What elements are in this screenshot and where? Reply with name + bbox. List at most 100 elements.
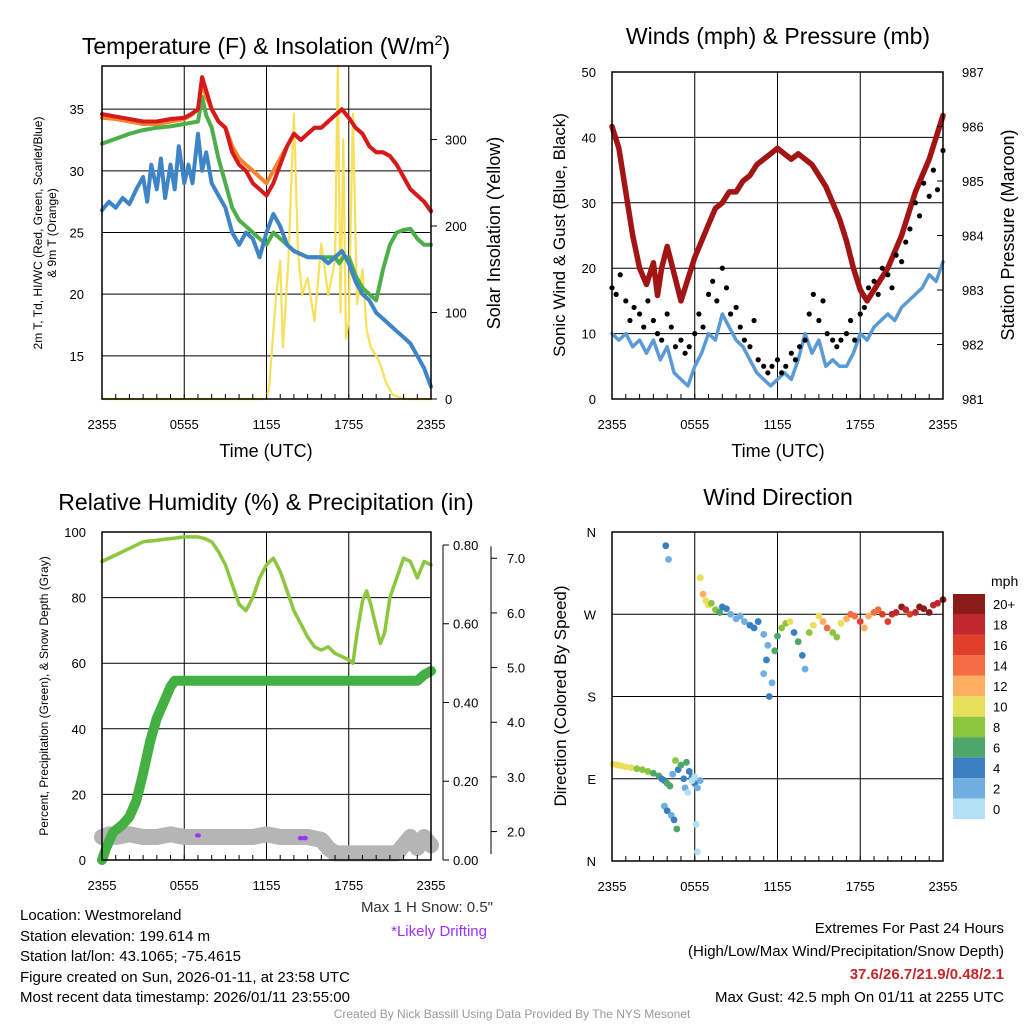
figure-created: Figure created on Sun, 2026-01-11, at 23…: [20, 968, 350, 986]
direction-point: [790, 629, 798, 636]
colorbar-swatch: [953, 737, 985, 758]
direction-point: [633, 765, 641, 773]
gust-point: [613, 291, 619, 297]
gust-point: [893, 252, 899, 258]
winds-y-tick-label: 10: [582, 327, 596, 342]
colorbar-label: 0: [993, 802, 1000, 817]
colorbar-swatch: [953, 675, 985, 697]
extremes-subtitle: (High/Low/Max Wind/Precipitation/Snow De…: [688, 943, 1004, 960]
humidity-x-tick-label: 1755: [334, 878, 363, 893]
pressure-y-tick-label: 985: [962, 174, 984, 189]
station-info: Location: Westmoreland Station elevation…: [20, 906, 350, 1009]
gust-point: [865, 285, 872, 291]
direction-point: [912, 609, 919, 616]
direction-point: [764, 641, 772, 649]
direction-point: [680, 775, 688, 783]
gust-point: [668, 324, 674, 330]
direction-point: [865, 612, 872, 620]
gust-point: [723, 285, 730, 291]
humidity-x-tick-label: 1155: [253, 878, 281, 893]
direction-point: [906, 610, 914, 618]
direction-point: [662, 542, 670, 550]
humidity-y-tick-label: 20: [72, 787, 86, 802]
direction-point: [760, 630, 768, 638]
temperature-x-label: Time (UTC): [219, 441, 312, 461]
gust-point: [678, 337, 684, 343]
temperature-y-tick-label: 20: [70, 287, 84, 302]
winds-ticks: 2355 0555 1155 1755 235501020304050981982983…: [582, 65, 984, 432]
gust-point: [912, 200, 919, 206]
direction-point: [696, 777, 704, 784]
drift-marker: [301, 835, 308, 841]
snow-y-tick-label: 3.0: [507, 770, 525, 785]
gust-point: [741, 337, 748, 343]
extremes-values: 37.6/26.7/21.9/0.48/2.1: [849, 966, 1004, 983]
colorbar-swatch: [953, 798, 985, 819]
gust-point: [802, 337, 808, 343]
snow-y-tick-label: 6.0: [507, 606, 525, 621]
gust-point: [879, 265, 885, 271]
direction-point: [798, 651, 806, 659]
pressure-y-tick-label: 984: [962, 229, 984, 244]
direction-point: [843, 615, 850, 623]
direction-point: [920, 605, 928, 613]
winds-grid: [612, 72, 943, 399]
gust-point: [682, 350, 688, 356]
gust-point: [765, 370, 771, 376]
humidity-y-tick-label: 40: [72, 722, 86, 737]
direction-x-tick-label: 2355: [598, 879, 627, 894]
direction-y-tick-label: E: [587, 772, 596, 787]
gust-point: [733, 304, 739, 311]
direction-point: [829, 629, 837, 636]
direction-point: [778, 624, 786, 632]
gust-point: [686, 344, 692, 350]
winds-y-label: Sonic Wind & Gust (Blue, Black): [550, 113, 569, 357]
gust-point: [861, 304, 867, 311]
winds-series-line: [609, 112, 946, 304]
direction-point: [736, 612, 744, 620]
direction-point: [727, 610, 735, 618]
winds-panel-title: Winds (mph) & Pressure (mb): [626, 23, 930, 49]
max-gust: Max Gust: 42.5 mph On 01/11 at 2255 UTC: [714, 989, 1004, 1006]
solar-y-tick-label: 200: [445, 219, 467, 234]
direction-point: [860, 624, 868, 632]
gust-point: [692, 331, 698, 337]
direction-point: [851, 612, 859, 620]
gust-point: [737, 324, 743, 330]
gust-point: [903, 239, 909, 245]
direction-point: [760, 670, 768, 678]
pressure-y-tick-label: 983: [962, 283, 984, 298]
direction-point: [699, 590, 707, 598]
gust-point: [659, 337, 665, 343]
direction-point: [685, 768, 693, 775]
direction-points: [609, 542, 947, 856]
direction-point: [670, 816, 678, 824]
drift-marker: [297, 835, 304, 841]
pressure-y-tick-label: 981: [962, 392, 984, 407]
colorbar-label: 8: [993, 720, 1000, 735]
direction-y-label: Direction (Colored By Speed): [551, 585, 570, 806]
gust-point: [889, 285, 895, 291]
colorbar-label: 18: [993, 618, 1007, 633]
direction-point: [716, 609, 723, 616]
humidity-series-line: [97, 666, 436, 865]
direction-point: [622, 763, 630, 771]
colorbar-label: 10: [993, 700, 1007, 715]
snow-y-tick-label: 4.0: [507, 715, 525, 730]
direction-point: [809, 621, 817, 629]
humidity-series-line: [94, 826, 439, 862]
direction-point: [774, 632, 781, 640]
direction-point: [892, 609, 900, 616]
gust-point: [636, 311, 643, 317]
winds-x-tick-label: 1155: [764, 417, 792, 432]
direction-y-tick-label: S: [587, 690, 596, 705]
gust-point: [907, 226, 913, 232]
humidity-panel-title: Relative Humidity (%) & Precipitation (i…: [58, 489, 473, 515]
temperature-series: [100, 64, 433, 401]
direction-point: [925, 609, 933, 616]
humidity-panel: Relative Humidity (%) & Precipitation (i…: [37, 489, 525, 940]
max-snow-note: Max 1 H Snow: 0.5": [361, 899, 493, 916]
pressure-y-tick-label: 986: [962, 120, 984, 135]
winds-x-label: Time (UTC): [731, 441, 824, 461]
gust-point: [631, 304, 637, 311]
